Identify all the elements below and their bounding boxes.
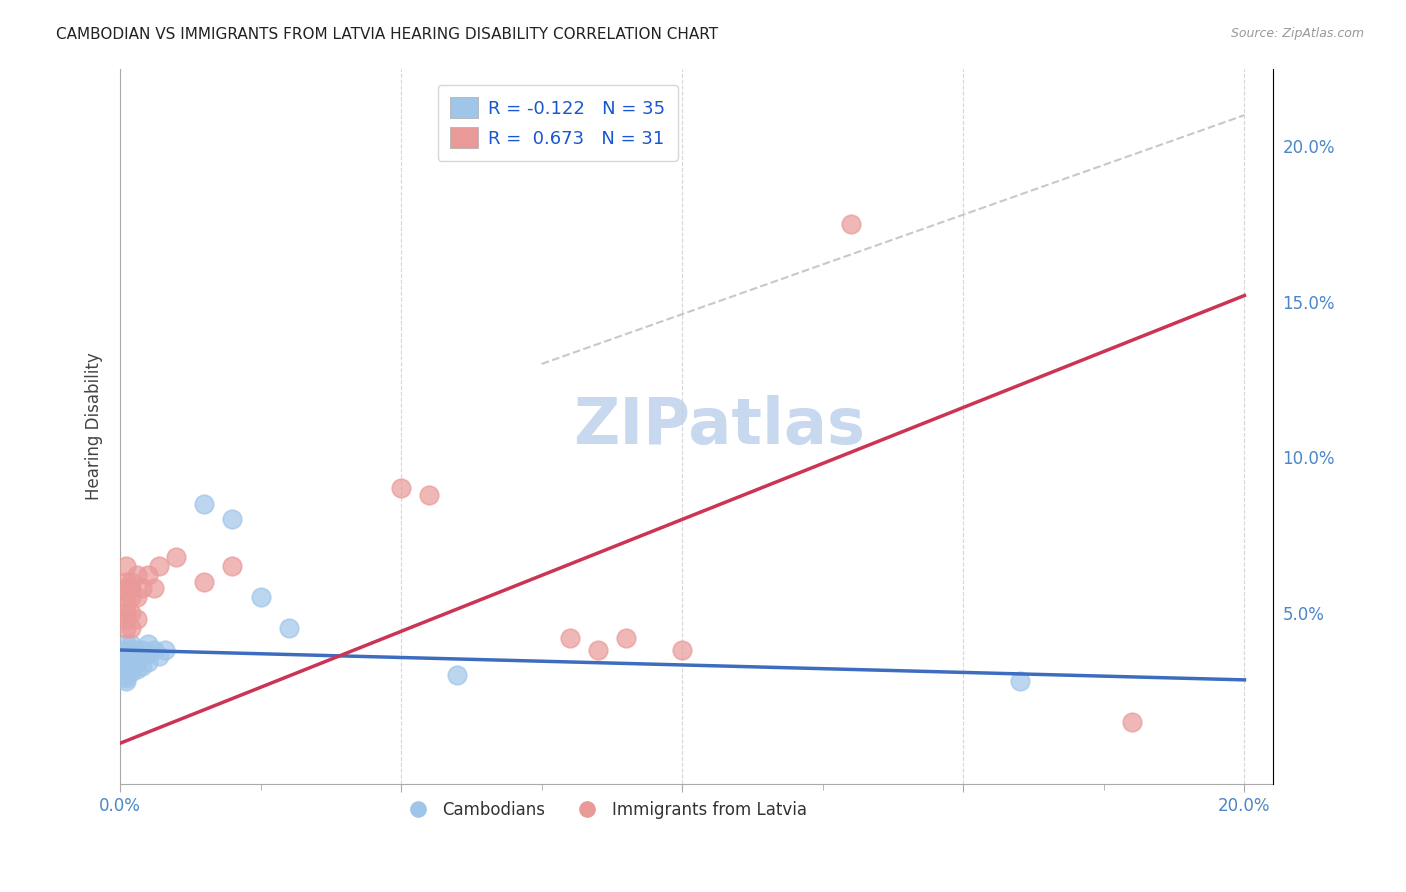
Point [114, 662, 136, 676]
Point [114, 658, 136, 673]
Point [446, 668, 468, 682]
Point [614, 631, 637, 645]
Point [114, 674, 136, 689]
Point [114, 574, 136, 589]
Point [839, 217, 862, 231]
Point [148, 559, 170, 574]
Point [114, 559, 136, 574]
Y-axis label: Hearing Disability: Hearing Disability [86, 352, 103, 500]
Point [249, 590, 271, 604]
Point [131, 643, 153, 657]
Point [125, 568, 148, 582]
Point [114, 643, 136, 657]
Point [193, 497, 215, 511]
Point [114, 637, 136, 651]
Point [114, 606, 136, 620]
Point [114, 671, 136, 685]
Point [1008, 674, 1031, 689]
Point [153, 643, 176, 657]
Text: CAMBODIAN VS IMMIGRANTS FROM LATVIA HEARING DISABILITY CORRELATION CHART: CAMBODIAN VS IMMIGRANTS FROM LATVIA HEAR… [56, 27, 718, 42]
Point [125, 612, 148, 626]
Point [142, 643, 165, 657]
Point [114, 649, 136, 664]
Point [120, 637, 142, 651]
Point [586, 643, 609, 657]
Point [1121, 714, 1143, 729]
Point [114, 646, 136, 660]
Point [120, 646, 142, 660]
Point [120, 658, 142, 673]
Point [125, 662, 148, 676]
Text: ZIPatlas: ZIPatlas [574, 395, 865, 457]
Point [136, 568, 159, 582]
Point [125, 643, 148, 657]
Point [165, 549, 187, 564]
Point [114, 652, 136, 666]
Point [120, 606, 142, 620]
Point [142, 581, 165, 595]
Point [120, 621, 142, 635]
Point [114, 590, 136, 604]
Point [125, 590, 148, 604]
Legend: Cambodians, Immigrants from Latvia: Cambodians, Immigrants from Latvia [394, 794, 814, 825]
Point [114, 621, 136, 635]
Point [136, 646, 159, 660]
Point [389, 481, 412, 495]
Point [114, 612, 136, 626]
Point [148, 649, 170, 664]
Point [131, 581, 153, 595]
Point [120, 574, 142, 589]
Point [120, 581, 142, 595]
Point [221, 512, 243, 526]
Point [120, 590, 142, 604]
Point [114, 668, 136, 682]
Point [671, 643, 693, 657]
Point [125, 656, 148, 670]
Point [114, 599, 136, 614]
Point [558, 631, 581, 645]
Point [120, 643, 142, 657]
Point [277, 621, 299, 635]
Point [136, 637, 159, 651]
Point [221, 559, 243, 574]
Point [120, 652, 142, 666]
Point [120, 665, 142, 679]
Point [193, 574, 215, 589]
Point [136, 656, 159, 670]
Point [114, 581, 136, 595]
Text: Source: ZipAtlas.com: Source: ZipAtlas.com [1230, 27, 1364, 40]
Point [131, 649, 153, 664]
Point [418, 487, 440, 501]
Point [131, 658, 153, 673]
Point [125, 649, 148, 664]
